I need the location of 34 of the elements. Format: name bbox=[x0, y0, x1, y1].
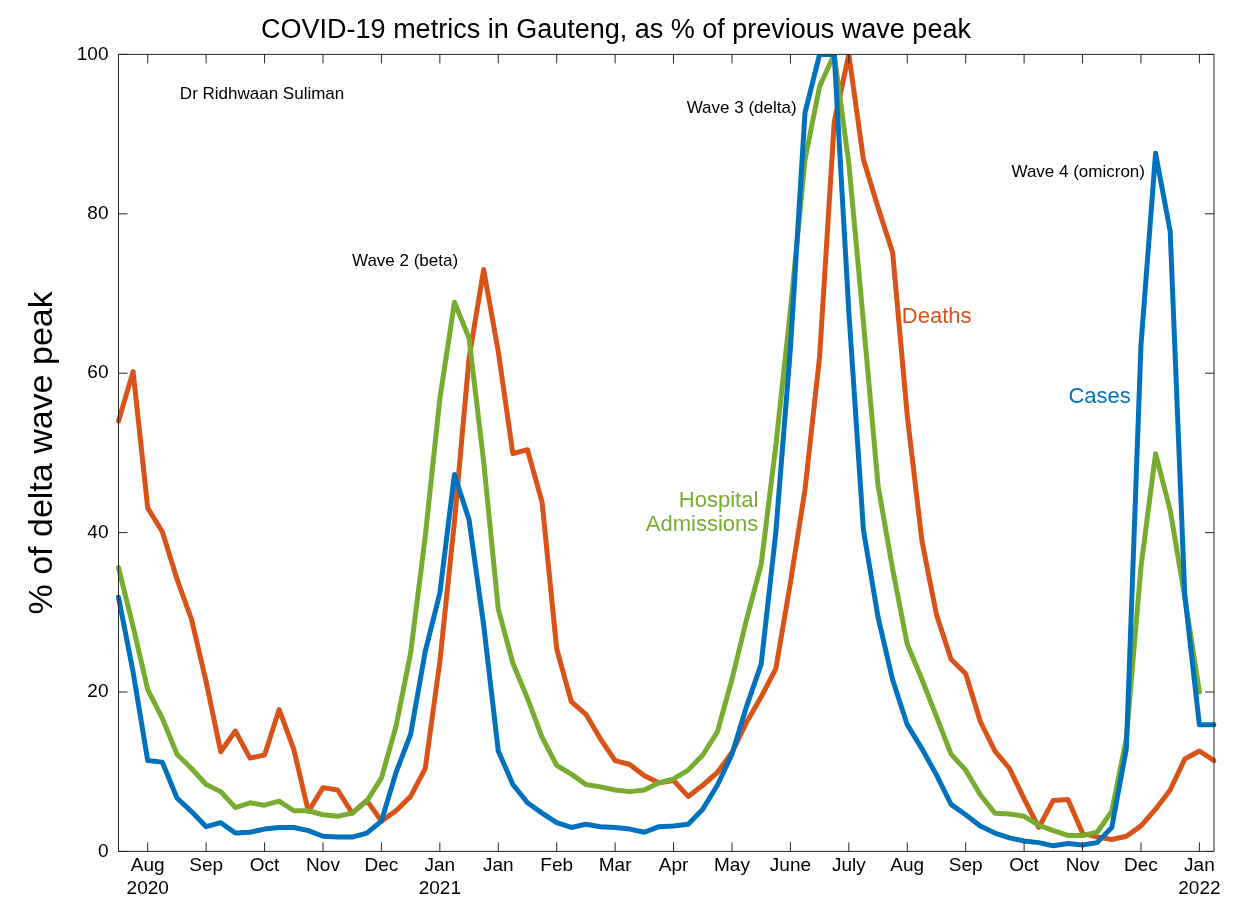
x-tick-label: Jan bbox=[482, 854, 514, 876]
x-tick-label: Oct bbox=[249, 854, 281, 876]
x-tick-label: Apr bbox=[658, 854, 689, 876]
x-tick-label: Jan 2021 bbox=[418, 854, 461, 898]
x-tick-label: May bbox=[714, 854, 751, 876]
x-tick-label: Feb bbox=[540, 854, 574, 876]
annotation: Dr Ridhwaan Suliman bbox=[179, 83, 345, 103]
annotation: Wave 4 (omicron) bbox=[1011, 162, 1145, 182]
y-tick-label: 40 bbox=[87, 520, 109, 542]
x-tick-label: Jan 2022 bbox=[1178, 854, 1221, 898]
y-tick-label: 60 bbox=[87, 361, 109, 383]
y-tick-label: 80 bbox=[87, 202, 109, 224]
y-tick-label: 100 bbox=[76, 42, 109, 64]
series-label: Hospital Admissions bbox=[645, 486, 759, 536]
x-tick-label: Aug bbox=[890, 854, 925, 876]
x-tick-label: Nov bbox=[306, 854, 341, 876]
y-axis-title: % of delta wave peak bbox=[20, 290, 59, 615]
x-tick-label: Oct bbox=[1009, 854, 1040, 876]
series-label: Deaths bbox=[901, 303, 972, 329]
x-tick-label: Mar bbox=[598, 854, 633, 876]
x-tick-label: Sep bbox=[189, 854, 224, 876]
series-label: Cases bbox=[1068, 383, 1131, 409]
x-tick-label: Aug 2020 bbox=[126, 854, 169, 898]
annotation: Wave 2 (beta) bbox=[351, 251, 459, 271]
x-tick-label: Nov bbox=[1065, 854, 1100, 876]
x-tick-label: June bbox=[769, 854, 812, 876]
y-tick-label: 20 bbox=[87, 680, 109, 702]
x-tick-label: Sep bbox=[948, 854, 983, 876]
chart-title: COVID-19 metrics in Gauteng, as % of previous wave peak bbox=[261, 13, 972, 44]
x-tick-label: Dec bbox=[364, 854, 399, 876]
annotation: Wave 3 (delta) bbox=[686, 98, 797, 118]
x-tick-label: July bbox=[831, 854, 867, 876]
x-tick-label: Dec bbox=[1124, 854, 1158, 876]
y-tick-label: 0 bbox=[97, 839, 109, 861]
